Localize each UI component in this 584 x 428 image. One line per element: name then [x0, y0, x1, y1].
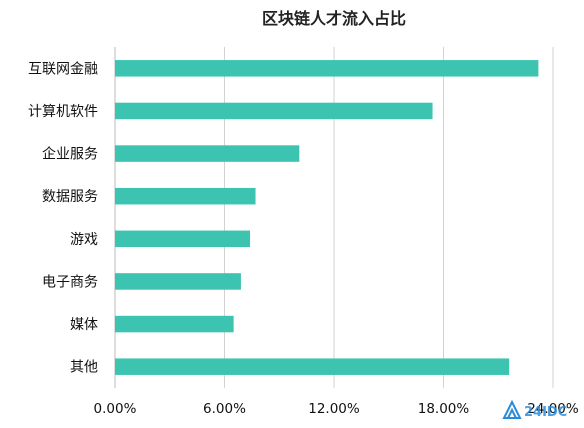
- category-label: 其他: [70, 360, 98, 376]
- bar-5: [115, 230, 251, 248]
- category-label: 企业服务: [42, 146, 98, 163]
- bar-4: [115, 187, 256, 205]
- x-tick-label: 18.00%: [418, 401, 470, 417]
- bar-7: [115, 315, 234, 333]
- bar-3: [115, 145, 300, 162]
- chart-title: 区块链人才流入占比: [262, 9, 406, 28]
- category-label: 计算机软件: [28, 104, 98, 120]
- bars: [115, 60, 539, 375]
- gridlines: [114, 47, 554, 388]
- category-label: 媒体: [70, 317, 98, 333]
- x-tick-labels: 0.00% 6.00% 12.00% 18.00% 24.00%: [94, 401, 579, 417]
- x-tick-label: 24.00%: [527, 401, 579, 417]
- x-tick-label: 12.00%: [308, 401, 360, 417]
- bar-2: [115, 102, 433, 120]
- x-tick-label: 0.00%: [94, 401, 137, 417]
- watermark-text: 24IDC: [524, 405, 567, 420]
- category-label: 电子商务: [42, 274, 98, 290]
- x-tick-label: 6.00%: [203, 401, 246, 417]
- bar-8: [115, 358, 510, 375]
- bar-6: [115, 273, 241, 290]
- watermark-logo: 24IDC: [502, 399, 567, 420]
- category-label: 游戏: [70, 232, 98, 248]
- logo-icon: [502, 399, 522, 419]
- category-label: 数据服务: [42, 189, 98, 205]
- category-label: 互联网金融: [28, 61, 98, 77]
- bar-1: [115, 60, 539, 77]
